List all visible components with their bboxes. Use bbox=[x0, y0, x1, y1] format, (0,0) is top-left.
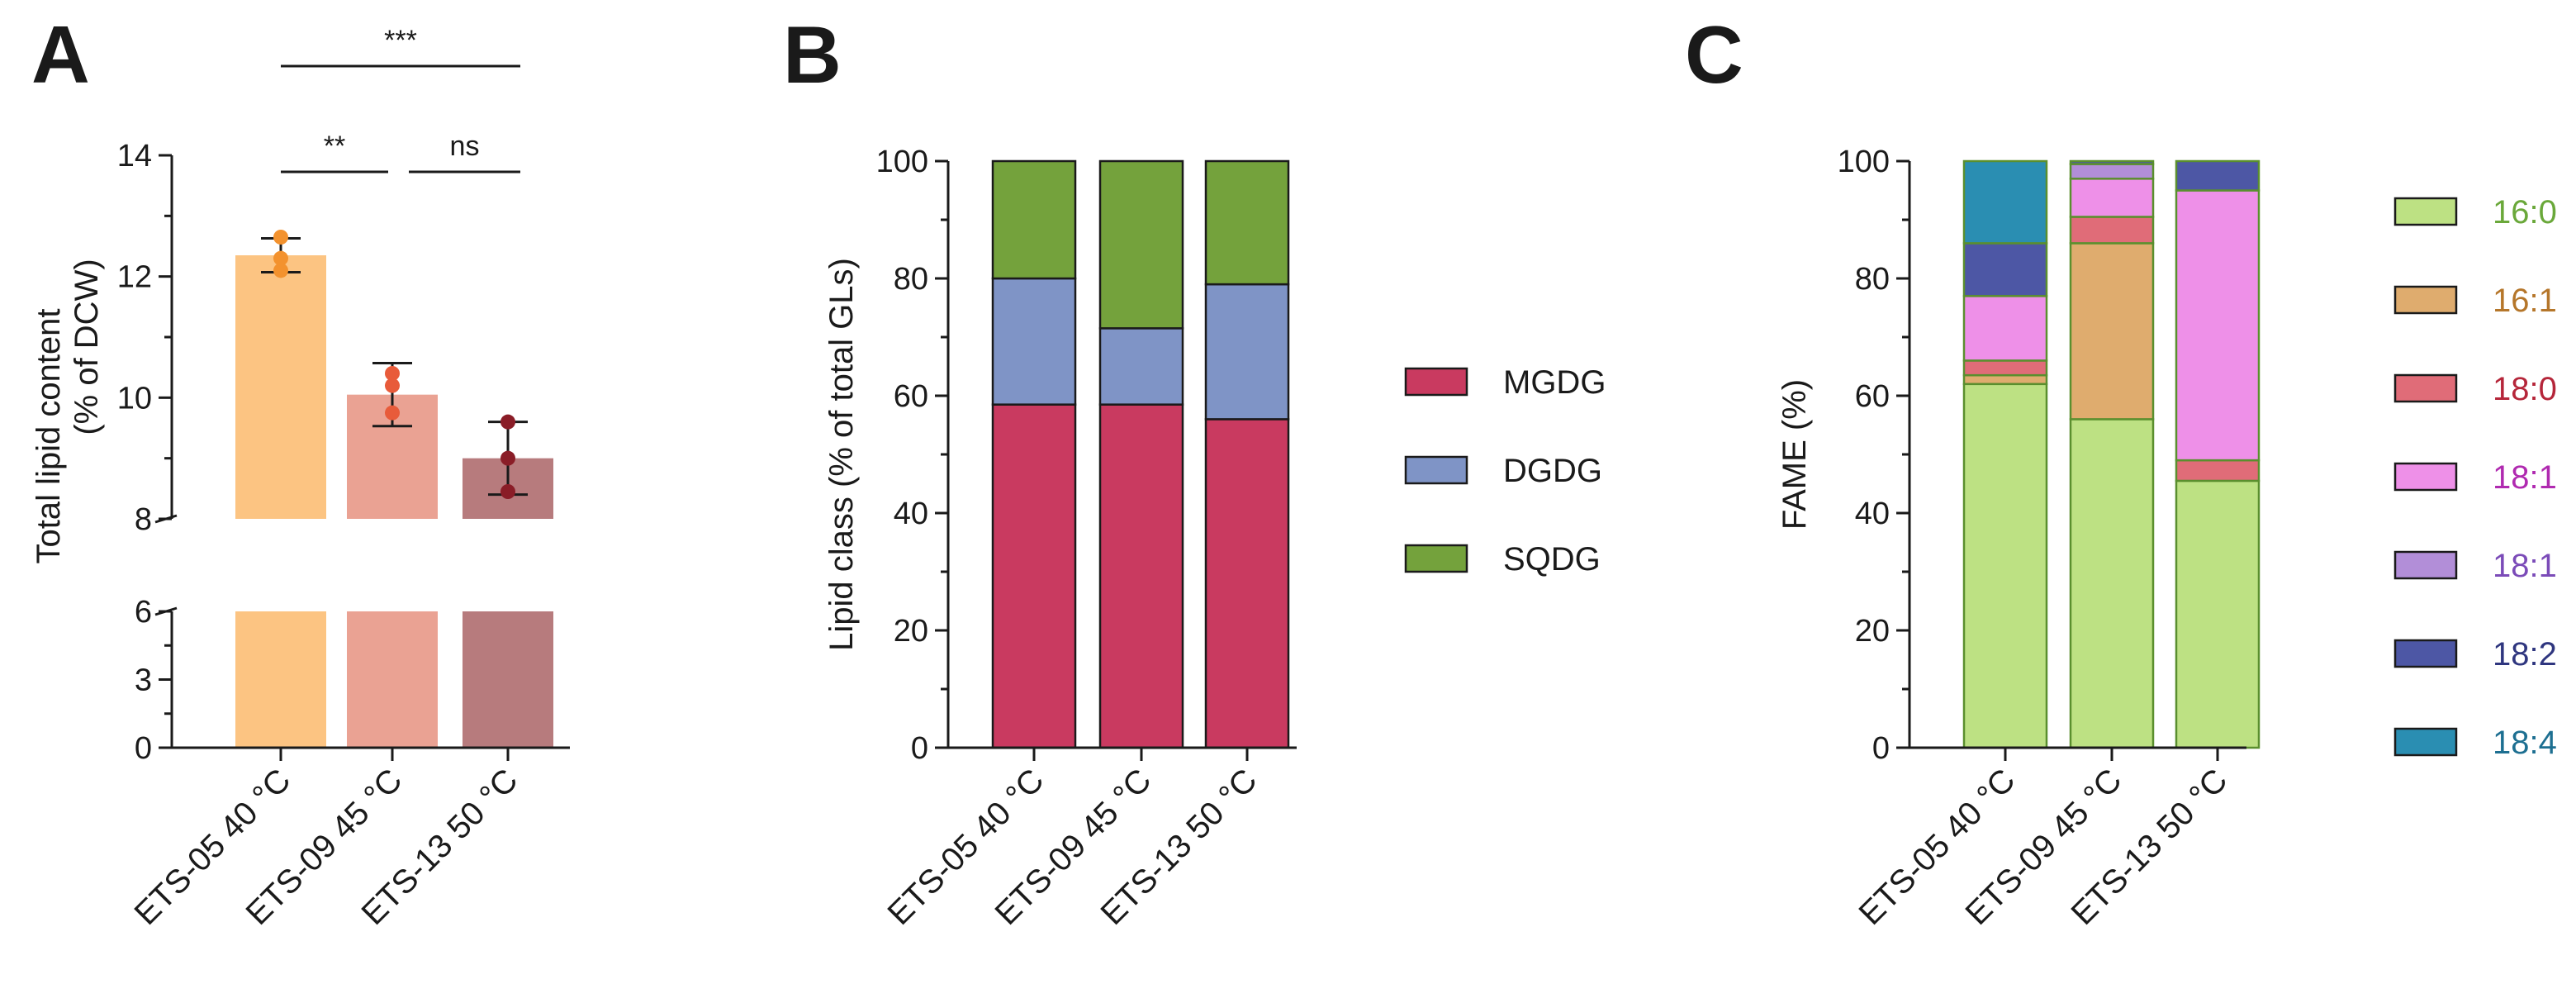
y-tick-label: 100 bbox=[1838, 145, 1890, 179]
bar-segment bbox=[1962, 242, 2048, 297]
y-tick-label: 12 bbox=[117, 260, 152, 295]
legend-label: SQDG bbox=[1503, 541, 1601, 578]
legend-label: DGDG bbox=[1503, 453, 1602, 489]
y-tick-label: 40 bbox=[1855, 497, 1890, 531]
bar-upper bbox=[235, 255, 326, 519]
y-tick-label: 80 bbox=[894, 262, 928, 297]
legend-swatch bbox=[2393, 550, 2458, 580]
y-axis-title-line1: Total lipid content bbox=[31, 308, 67, 563]
replicate-point bbox=[273, 250, 288, 266]
y-tick-label: 80 bbox=[1855, 262, 1890, 297]
legend-swatch bbox=[1404, 367, 1468, 397]
panel-b-letter: B bbox=[783, 9, 842, 100]
replicate-point bbox=[500, 484, 515, 499]
bar-segment bbox=[1204, 159, 1290, 286]
y-tick-label: 40 bbox=[894, 497, 928, 531]
bar-segment bbox=[1204, 418, 1290, 749]
y-tick-label: 6 bbox=[135, 595, 152, 630]
replicate-point bbox=[273, 230, 288, 245]
legend-swatch bbox=[2393, 197, 2458, 226]
y-tick-label: 0 bbox=[135, 731, 152, 766]
bar-segment bbox=[2175, 479, 2261, 749]
y-tick-label: 100 bbox=[876, 145, 928, 179]
bar-lower bbox=[347, 611, 438, 748]
y-tick-label: 0 bbox=[1872, 731, 1890, 766]
y-axis-title: FAME (%) bbox=[1777, 379, 1813, 530]
bar-segment bbox=[991, 403, 1077, 749]
y-axis-title: Lipid class (% of total GLs) bbox=[823, 258, 860, 651]
significance-label: ns bbox=[450, 131, 480, 162]
legend-swatch bbox=[1404, 544, 1468, 573]
y-tick-label: 60 bbox=[1855, 379, 1890, 414]
bar-lower bbox=[463, 611, 553, 748]
bar-segment bbox=[2069, 178, 2155, 218]
significance-label: ** bbox=[324, 131, 345, 162]
bar-segment bbox=[2069, 418, 2155, 749]
bar-segment bbox=[1962, 373, 2048, 386]
bar-segment bbox=[2175, 159, 2261, 192]
bar-segment bbox=[1962, 295, 2048, 362]
legend-swatch bbox=[2393, 285, 2458, 315]
legend-swatch bbox=[2393, 462, 2458, 492]
bar-segment bbox=[1098, 159, 1184, 330]
replicate-point bbox=[385, 378, 400, 393]
legend-label: 18:4 bbox=[2493, 725, 2557, 761]
legend-swatch bbox=[1404, 455, 1468, 485]
panel-c-letter: C bbox=[1685, 9, 1743, 100]
bar-segment bbox=[2069, 216, 2155, 245]
legend-label: MGDG bbox=[1503, 364, 1606, 401]
y-tick-label: 20 bbox=[894, 614, 928, 649]
bar-segment bbox=[1098, 327, 1184, 406]
significance-label: *** bbox=[384, 25, 417, 56]
y-tick-label: 60 bbox=[894, 379, 928, 414]
replicate-point bbox=[385, 366, 400, 381]
legend-label: 18:1 bbox=[2493, 459, 2557, 496]
bar-segment bbox=[2175, 459, 2261, 482]
legend-label: 18:1 bbox=[2493, 548, 2557, 584]
bar-lower bbox=[235, 611, 326, 748]
bar-segment bbox=[1098, 403, 1184, 749]
bar-segment bbox=[1204, 283, 1290, 421]
replicate-point bbox=[273, 263, 288, 278]
replicate-point bbox=[500, 414, 515, 430]
replicate-point bbox=[385, 405, 400, 421]
bar-segment bbox=[1962, 159, 2048, 245]
legend-swatch bbox=[2393, 373, 2458, 403]
y-tick-label: 20 bbox=[1855, 614, 1890, 649]
bar-segment bbox=[2069, 242, 2155, 421]
y-axis-title-line2: (% of DCW) bbox=[69, 259, 105, 435]
bar-segment bbox=[1962, 383, 2048, 749]
bar-segment bbox=[991, 277, 1077, 406]
legend-label: 16:1 bbox=[2493, 283, 2557, 319]
y-tick-label: 10 bbox=[117, 381, 152, 416]
y-tick-label: 14 bbox=[117, 139, 152, 174]
y-tick-label: 8 bbox=[135, 502, 152, 537]
replicate-point bbox=[500, 450, 515, 466]
bar-segment bbox=[1962, 359, 2048, 377]
legend-swatch bbox=[2393, 727, 2458, 757]
bar-segment bbox=[991, 159, 1077, 280]
bar-segment bbox=[2069, 159, 2155, 165]
bar-segment bbox=[2175, 189, 2261, 462]
legend-swatch bbox=[2393, 639, 2458, 668]
panel-a-letter: A bbox=[31, 9, 90, 100]
legend-label: 16:0 bbox=[2493, 194, 2557, 231]
y-tick-label: 0 bbox=[911, 731, 928, 766]
legend-label: 18:0 bbox=[2493, 371, 2557, 407]
bar-segment bbox=[2069, 163, 2155, 180]
legend-label: 18:2 bbox=[2493, 636, 2557, 673]
y-tick-label: 3 bbox=[135, 663, 152, 698]
